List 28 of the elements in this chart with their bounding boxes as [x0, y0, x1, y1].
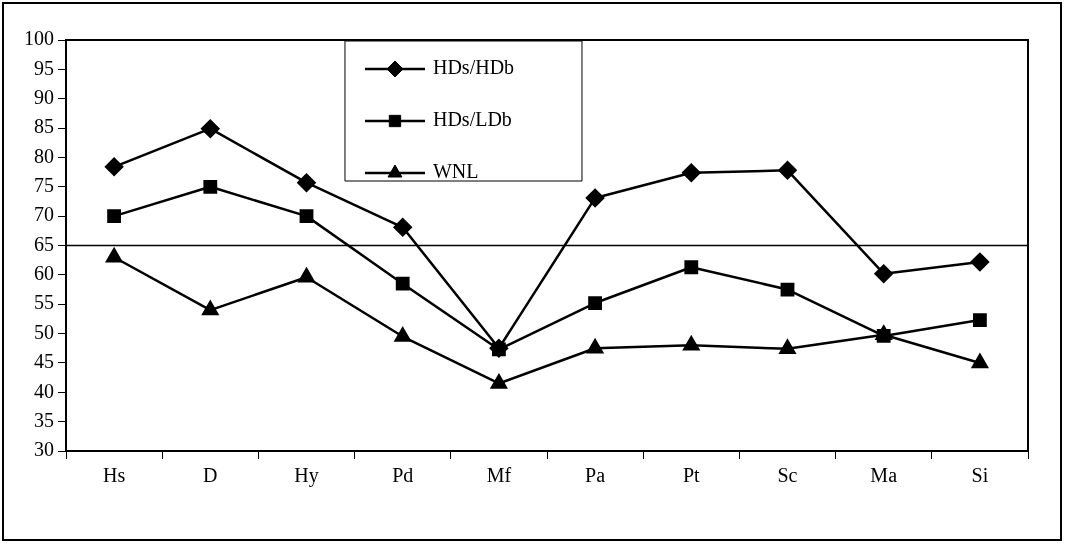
legend-label: HDs/HDb	[432, 56, 515, 79]
y-tick-label: 95	[34, 56, 54, 79]
x-tick-label: Pt	[682, 464, 701, 487]
y-tick-label: 50	[34, 320, 54, 343]
y-tick-label: 80	[34, 144, 54, 167]
legend-label: HDs/LDb	[432, 108, 512, 131]
y-tick-label: 90	[34, 85, 54, 108]
x-tick-label: Pa	[585, 464, 606, 487]
y-tick-label: 85	[34, 115, 54, 138]
x-tick-label: Ma	[870, 464, 898, 487]
y-tick-label: 55	[34, 291, 54, 314]
y-tick-label: 40	[34, 379, 54, 402]
x-tick-label: Hs	[102, 464, 126, 487]
y-tick-label: 65	[34, 232, 54, 255]
y-tick-label: 60	[34, 262, 54, 285]
y-tick-label: 45	[34, 350, 54, 373]
y-tick-label: 30	[34, 438, 54, 461]
x-tick-label: Pd	[392, 464, 414, 487]
x-tick-label: Sc	[777, 464, 798, 487]
y-tick-label: 35	[34, 408, 54, 431]
legend-label: WNL	[432, 160, 479, 183]
y-tick-label: 70	[34, 203, 54, 226]
y-tick-label: 75	[34, 174, 54, 197]
y-tick-label: 100	[24, 27, 54, 50]
x-tick-label: Mf	[486, 464, 512, 487]
x-tick-label: Si	[971, 464, 989, 487]
x-tick-label: Hy	[294, 464, 319, 488]
x-tick-label: D	[203, 464, 218, 487]
